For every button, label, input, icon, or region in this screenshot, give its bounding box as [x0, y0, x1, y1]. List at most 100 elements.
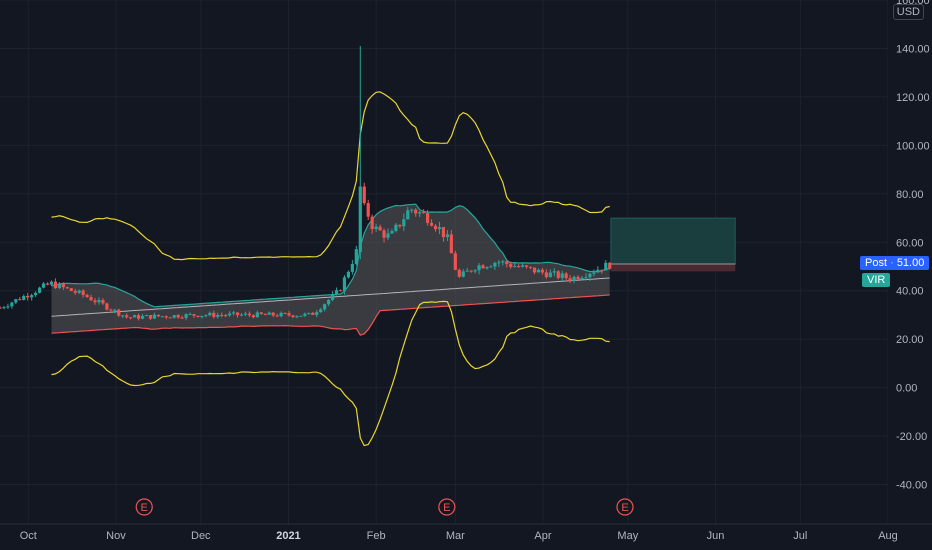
y-tick-label: -40.00 [896, 480, 927, 492]
candle-body [243, 313, 248, 315]
candle-body [26, 295, 30, 298]
candle-body [548, 272, 552, 278]
candle-body [319, 309, 323, 313]
candle-body [97, 300, 101, 303]
candle-body [497, 262, 501, 264]
candle-body [255, 312, 259, 318]
candle-body [239, 314, 244, 316]
candle-body [556, 271, 560, 278]
candle-body [402, 219, 406, 227]
candle-body [291, 315, 295, 318]
profit-zone [610, 217, 736, 265]
y-tick-label: 140.00 [896, 43, 930, 55]
time-axis[interactable]: Oct Nov Dec 2021 Feb Mar Apr May Jun Jul Aug [0, 523, 932, 542]
candle-body [485, 267, 489, 269]
candle-body [521, 265, 525, 267]
candle-body [532, 267, 537, 273]
outer-lower-line [51, 300, 610, 447]
candle-body [501, 261, 505, 263]
candle-body [346, 271, 351, 278]
candle-body [148, 315, 153, 319]
price-axis[interactable]: 160.00 140.00 120.00 100.00 80.00 60.00 40.00 2… [888, 0, 932, 550]
candle-body [509, 264, 513, 267]
candle-body [14, 299, 18, 303]
candle-body [517, 266, 521, 268]
x-tick-label: Jun [707, 530, 725, 542]
candle-body [596, 269, 600, 273]
candle-body [216, 314, 220, 317]
candle-body [406, 210, 410, 220]
candle-body [65, 287, 69, 289]
candle-body [140, 316, 145, 319]
candle-body [235, 312, 240, 316]
candle-body [604, 262, 608, 271]
candle-body [259, 312, 263, 315]
candle-body [422, 212, 426, 214]
candle-body [129, 317, 133, 319]
candle-body [184, 314, 188, 318]
y-tick-label: -20.00 [896, 431, 927, 443]
y-tick-label: 100.00 [896, 140, 930, 152]
candle-body [105, 303, 109, 310]
candle-body [73, 291, 77, 293]
candle-body [267, 312, 271, 315]
y-tick-label: 20.00 [896, 334, 924, 346]
candle-body [465, 270, 469, 272]
candle-body [608, 262, 612, 269]
candle-body [453, 253, 457, 270]
candle-body [295, 316, 299, 318]
y-tick-label: 80.00 [896, 189, 924, 201]
candle-body [287, 313, 291, 316]
candle-body [57, 283, 61, 289]
candle-body [180, 317, 184, 319]
x-tick-label: 2021 [276, 530, 300, 542]
post-label: Post [865, 257, 888, 270]
candle-body [524, 265, 529, 267]
candle-body [18, 299, 22, 301]
candle-body [382, 230, 386, 238]
candle-body [30, 295, 34, 298]
candle-body [49, 281, 54, 285]
candle-body [303, 313, 307, 316]
price-axis-bg [888, 0, 932, 550]
ticker-label: VIR [862, 273, 891, 288]
candle-body [37, 287, 42, 293]
candle-body [576, 276, 580, 280]
x-tick-label: Jul [793, 530, 807, 542]
candle-body [168, 317, 172, 319]
earnings-marker-label: E [621, 502, 628, 514]
candle-body [323, 304, 327, 310]
candle-body [311, 312, 315, 315]
candle-body [394, 224, 398, 232]
candle-body [160, 316, 164, 318]
candle-body [457, 269, 461, 277]
earnings-marker [616, 498, 634, 516]
candle-body [544, 272, 548, 278]
candle-body [275, 315, 279, 317]
y-tick-label: 120.00 [896, 92, 930, 104]
candle-body [224, 315, 228, 317]
candle-body [358, 186, 362, 252]
candle-body [327, 299, 331, 305]
position-box[interactable] [610, 217, 736, 272]
candle-body [330, 294, 335, 300]
earnings-marker-label: E [443, 502, 450, 514]
outer-upper-line [51, 91, 610, 261]
currency-button[interactable]: USD [892, 4, 924, 20]
candle-body [560, 273, 564, 278]
candle-body [192, 314, 196, 316]
candle-body [144, 315, 149, 317]
basis-line [51, 277, 610, 317]
candle-body [366, 203, 370, 217]
candle-body [540, 269, 545, 273]
candle-body [279, 312, 283, 317]
candle-body [101, 300, 105, 304]
candle-body [204, 315, 208, 317]
candle-body [41, 283, 46, 288]
candle-body [85, 294, 89, 298]
candle-body [386, 233, 390, 238]
candle-body [564, 273, 568, 279]
candle-body [433, 225, 438, 230]
